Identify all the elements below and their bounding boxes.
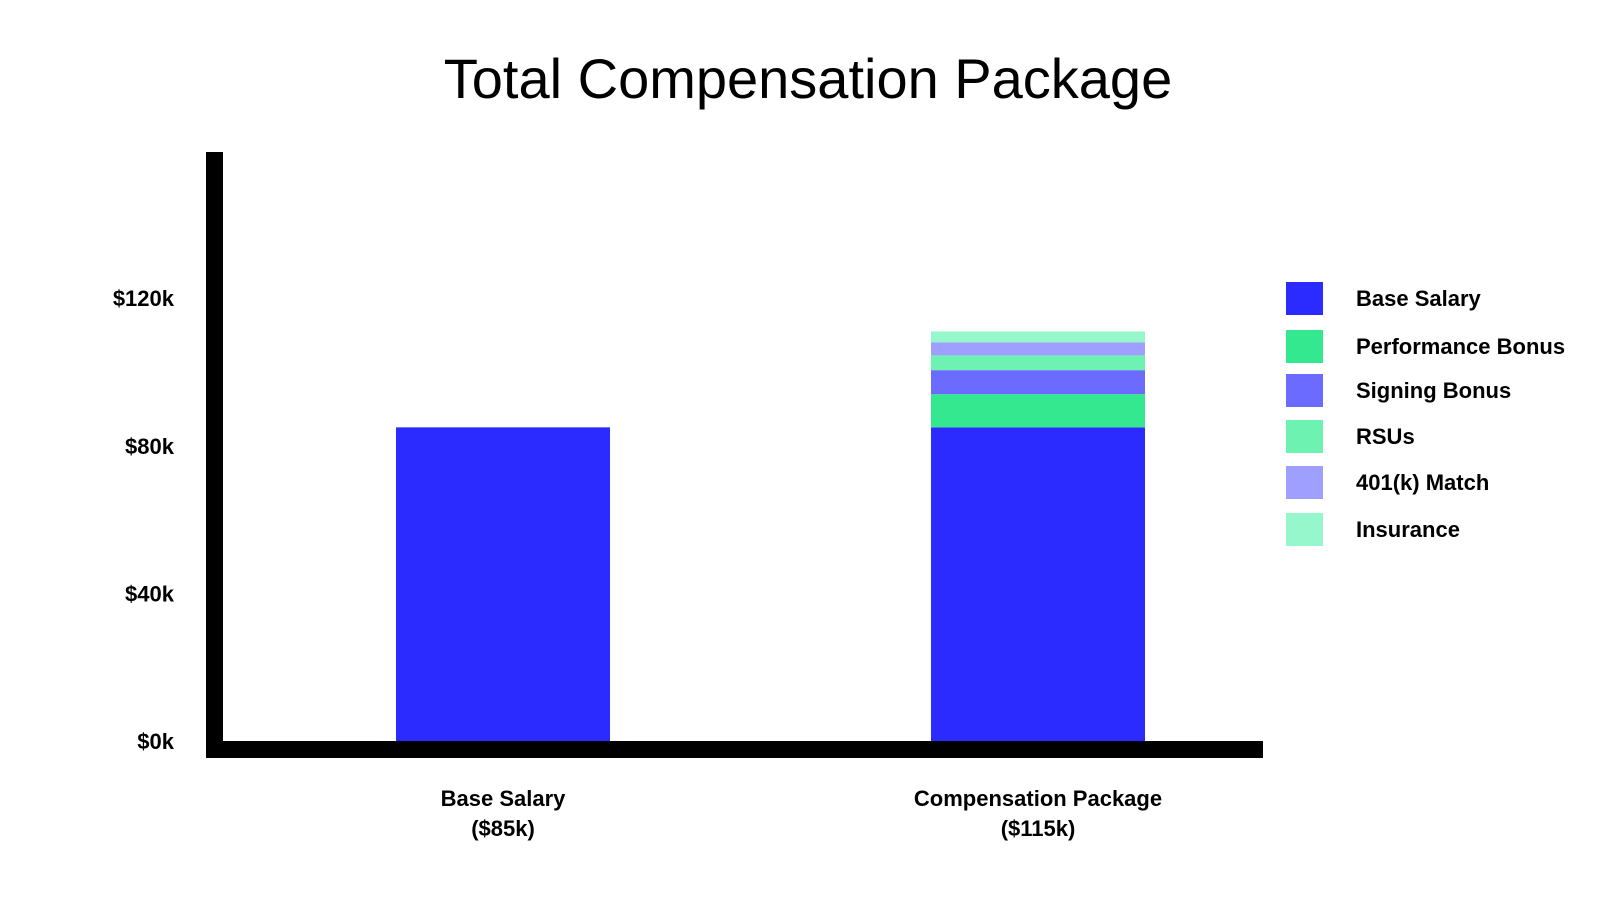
y-axis-line (206, 152, 223, 758)
y-tick-label: $40k (125, 581, 175, 606)
bar-segment-base-salary (396, 427, 610, 741)
legend-swatch-base-salary (1286, 282, 1323, 315)
legend-label-rsus: RSUs (1356, 424, 1415, 449)
x-category-label: Compensation Package ($115k) (914, 786, 1162, 841)
x-category-label: Base Salary ($85k) (441, 786, 567, 841)
chart-title: Total Compensation Package (444, 47, 1172, 110)
legend-label-401-k-match: 401(k) Match (1356, 470, 1489, 495)
legend-label-insurance: Insurance (1356, 517, 1460, 542)
y-tick-label: $80k (125, 434, 175, 459)
legend-label-performance-bonus: Performance Bonus (1356, 334, 1565, 359)
legend-swatch-signing-bonus (1286, 374, 1323, 407)
legend-label-signing-bonus: Signing Bonus (1356, 378, 1511, 403)
y-tick-label: $0k (137, 729, 174, 754)
bar-segment-signing-bonus (931, 370, 1145, 395)
legend-swatch-rsus (1286, 420, 1323, 453)
axes (206, 152, 1263, 758)
y-tick-label: $120k (113, 286, 175, 311)
legend-swatch-401-k-match (1286, 466, 1323, 499)
legend-swatch-insurance (1286, 513, 1323, 546)
bar-segment-performance-bonus (931, 394, 1145, 428)
legend-label-base-salary: Base Salary (1356, 286, 1482, 311)
legend-swatch-performance-bonus (1286, 330, 1323, 363)
bars (396, 331, 1145, 741)
x-axis-labels: Base Salary ($85k) Compensation Package ($1… (441, 786, 1162, 841)
x-axis-line (206, 741, 1263, 758)
bar-segment-base-salary (931, 427, 1145, 741)
y-axis-ticks: $0k $40k $80k $120k (113, 286, 175, 754)
legend: Base Salary Performance Bonus Signing Bonu… (1286, 282, 1565, 546)
bar-segment-rsus (931, 355, 1145, 371)
bar-segment-401-k-match (931, 342, 1145, 356)
bar-segment-insurance (931, 331, 1145, 343)
